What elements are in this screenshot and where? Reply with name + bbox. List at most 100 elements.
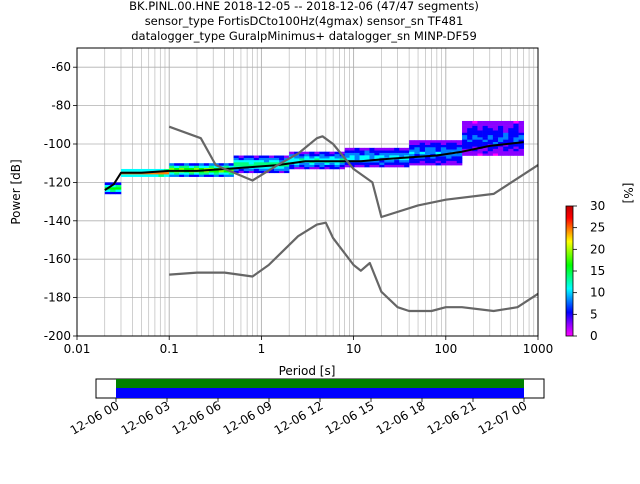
y-axis-label: Power [dB]: [9, 159, 23, 224]
density-cell: [223, 169, 229, 173]
density-cell: [472, 144, 478, 147]
density-cell: [339, 158, 345, 161]
density-cell: [482, 125, 489, 129]
density-cell: [482, 150, 489, 154]
density-cell: [294, 151, 300, 155]
density-cell: [158, 174, 165, 177]
density-cell: [163, 171, 170, 175]
density-cell: [446, 158, 452, 161]
density-cell: [409, 162, 415, 166]
density-cell: [399, 152, 405, 156]
density-cell: [309, 158, 315, 161]
density-cell: [487, 132, 494, 136]
density-cell: [404, 147, 410, 151]
density-cell: [115, 189, 122, 192]
density-cell: [274, 155, 280, 158]
density-cell: [513, 137, 519, 140]
density-cell: [179, 165, 185, 168]
density-cell: [508, 125, 514, 129]
density-cell: [394, 159, 400, 163]
density-cell: [394, 152, 400, 156]
density-cell: [238, 155, 245, 158]
density-cell: [503, 148, 509, 152]
density-cell: [369, 157, 375, 161]
density-cell: [472, 132, 478, 136]
density-cell: [379, 155, 385, 158]
density-cell: [456, 146, 463, 150]
density-cell: [203, 174, 210, 177]
density-cell: [467, 127, 473, 131]
density-cell: [233, 170, 239, 174]
density-cell: [193, 163, 200, 166]
density-cell: [279, 159, 285, 163]
density-cell: [508, 134, 514, 138]
density-cell: [487, 123, 494, 126]
density-cell: [334, 164, 340, 168]
density-cell: [253, 157, 260, 161]
density-cell: [319, 156, 325, 159]
density-cell: [339, 156, 345, 159]
density-cell: [369, 162, 375, 165]
density-cell: [238, 157, 245, 161]
density-cell: [482, 120, 489, 124]
density-cell: [359, 162, 365, 165]
density-cell: [268, 159, 275, 163]
density-cell: [508, 127, 514, 131]
y-tick-label: -160: [44, 252, 71, 266]
density-cell: [430, 156, 436, 159]
timeline-tick-label: 12-06 15: [323, 398, 377, 437]
density-cell: [384, 159, 390, 163]
density-cell: [126, 168, 133, 172]
density-cell: [384, 162, 390, 165]
density-cell: [409, 158, 415, 161]
density-cell: [513, 139, 519, 142]
density-cell: [477, 153, 483, 156]
density-cell: [518, 130, 525, 133]
density-cell: [374, 150, 380, 153]
density-cell: [394, 150, 400, 153]
density-cell: [394, 147, 400, 151]
density-cell: [435, 158, 442, 161]
density-cell: [147, 174, 154, 177]
density-cell: [389, 147, 395, 151]
density-cell: [344, 147, 350, 151]
timeline-tick-label: 12-06 21: [425, 398, 479, 437]
density-cell: [492, 153, 499, 156]
density-cell: [184, 163, 190, 166]
density-cell: [451, 162, 458, 166]
plot-frame: [76, 47, 539, 337]
density-cell: [435, 144, 442, 148]
density-cell: [498, 130, 504, 133]
density-cell: [518, 146, 525, 149]
density-cell: [238, 170, 245, 174]
density-cell: [189, 172, 195, 175]
density-cell: [289, 158, 295, 161]
density-cell: [456, 140, 463, 143]
density-cell: [203, 167, 210, 171]
density-cell: [492, 148, 499, 152]
density-cell: [228, 165, 234, 168]
density-cell: [456, 158, 463, 161]
density-cell: [467, 144, 473, 147]
y-tick-label: -100: [44, 137, 71, 151]
density-cell: [451, 142, 458, 145]
density-cell: [508, 146, 514, 149]
density-cell: [248, 159, 255, 163]
density-cell: [446, 156, 452, 159]
density-cell: [198, 163, 205, 166]
density-cell: [334, 156, 340, 159]
density-cell: [274, 166, 280, 169]
density-cell: [324, 156, 330, 159]
density-cell: [482, 127, 489, 131]
density-cell: [508, 132, 514, 136]
density-cell: [354, 152, 360, 156]
density-cell: [404, 155, 410, 158]
density-cell: [153, 171, 159, 175]
density-cell: [435, 156, 442, 159]
density-cell: [294, 166, 300, 170]
density-cell: [349, 157, 355, 161]
density-cell: [513, 130, 519, 133]
density-cell: [248, 170, 255, 174]
density-cell: [487, 141, 494, 145]
noise-model-line: [168, 125, 538, 219]
